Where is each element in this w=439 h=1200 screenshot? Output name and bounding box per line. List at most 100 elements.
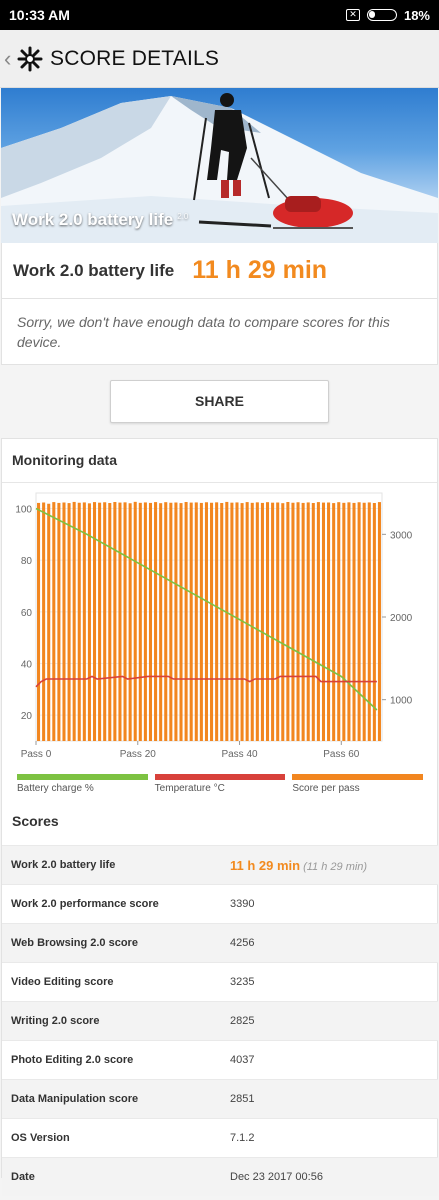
score-bar	[210, 502, 214, 741]
score-bar	[352, 502, 356, 741]
compare-note: Sorry, we don't have enough data to comp…	[1, 298, 438, 365]
score-bar	[194, 502, 198, 741]
score-bar	[77, 502, 81, 741]
score-bar	[347, 502, 351, 741]
score-bar	[235, 502, 239, 741]
score-label: Date	[11, 1171, 35, 1183]
score-bar	[179, 503, 183, 741]
battery-percent: 18%	[403, 7, 430, 23]
app-bar: ‹ SCORE DETAILS	[0, 30, 439, 88]
score-row-video-editing: Video Editing score 3235	[2, 962, 438, 1001]
left-tick-label: 20	[21, 711, 33, 722]
score-value: 2851	[230, 1093, 255, 1105]
x-tick-label: Pass 60	[323, 749, 360, 760]
score-bar	[123, 502, 127, 741]
score-value: 4037	[230, 1054, 255, 1066]
score-bar	[47, 503, 51, 741]
score-bar	[87, 503, 91, 741]
score-bar	[265, 502, 270, 741]
x-tick-label: Pass 20	[120, 749, 157, 760]
score-label: Writing 2.0 score	[11, 1015, 100, 1027]
scores-title: Scores	[12, 813, 59, 829]
score-bar	[159, 503, 163, 741]
page-title: SCORE DETAILS	[50, 46, 220, 70]
status-bar: 10:33 AM ✕ 18%	[0, 0, 439, 30]
hero-caption-text: Work 2.0 battery life	[12, 210, 174, 229]
score-bar	[204, 502, 208, 741]
hero-caption: Work 2.0 battery life 2.0	[12, 210, 188, 230]
score-value: Dec 23 2017 00:56	[230, 1171, 323, 1183]
score-bar	[143, 502, 147, 741]
score-value: 2825	[230, 1015, 255, 1027]
score-bar	[342, 502, 346, 741]
score-row-photo-editing: Photo Editing 2.0 score 4037	[2, 1040, 438, 1079]
left-tick-label: 100	[15, 505, 32, 516]
score-row-performance: Work 2.0 performance score 3390	[2, 884, 438, 923]
x-tick-label: Pass 40	[221, 749, 258, 760]
score-bar	[72, 501, 76, 741]
score-label: Work 2.0 battery life	[11, 859, 116, 871]
right-tick-label: 2000	[390, 613, 413, 624]
score-bar	[362, 502, 366, 741]
score-bar	[98, 502, 102, 741]
score-value: 11 h 29 min (11 h 29 min)	[230, 858, 367, 873]
score-label: Web Browsing 2.0 score	[11, 937, 138, 949]
score-bar	[133, 501, 137, 741]
score-bar	[225, 501, 229, 741]
score-bar	[296, 502, 300, 741]
share-button[interactable]: SHARE	[110, 380, 329, 423]
hero-banner: Work 2.0 battery life 2.0	[1, 88, 438, 243]
score-row-writing: Writing 2.0 score 2825	[2, 1001, 438, 1040]
monitoring-card: Monitoring data 20 40 60 80 100 1000 2000 3000 P…	[1, 438, 438, 1196]
score-bar	[37, 502, 41, 741]
status-icons: ✕ 18%	[345, 7, 430, 23]
legend-item-battery: Battery charge %	[17, 774, 148, 794]
benchmark-logo-icon	[17, 46, 43, 71]
legend-label-temperature: Temperature °C	[154, 783, 225, 794]
temperature-line	[35, 675, 377, 688]
score-bar	[67, 503, 71, 741]
score-bar	[281, 503, 285, 741]
score-label: Photo Editing 2.0 score	[11, 1054, 134, 1066]
score-bar	[62, 502, 66, 741]
score-row-os-version: OS Version 7.1.2	[2, 1118, 438, 1157]
chart-legend: Battery charge % Temperature °C Score pe…	[17, 774, 424, 794]
score-value: 4256	[230, 937, 255, 949]
score-bar	[260, 502, 264, 741]
score-bar	[57, 502, 61, 741]
skier-illustration	[1, 93, 438, 243]
score-value: 7.1.2	[230, 1132, 255, 1144]
score-value: 3390	[230, 898, 255, 910]
score-bar	[286, 502, 290, 741]
right-tick-label: 3000	[390, 530, 413, 541]
score-bar	[291, 502, 295, 741]
legend-swatch-score	[292, 774, 424, 780]
hero-version: 2.0	[177, 212, 189, 221]
score-bar	[128, 503, 132, 741]
score-bar	[357, 502, 361, 741]
score-bar	[169, 502, 173, 741]
score-bar	[367, 502, 371, 741]
x-tick-label: Pass 0	[21, 749, 52, 760]
score-bar	[377, 502, 381, 741]
score-bar	[250, 502, 254, 741]
score-bar	[255, 502, 259, 741]
score-bar	[108, 503, 112, 741]
score-bar	[337, 502, 341, 741]
score-bar	[113, 502, 117, 741]
score-bar	[199, 502, 203, 741]
score-bar	[240, 503, 244, 741]
legend-swatch-temperature	[154, 774, 286, 780]
back-icon[interactable]: ‹	[4, 45, 12, 71]
legend-label-score: Score per pass	[292, 783, 360, 794]
score-bar	[327, 502, 331, 741]
scores-table: Work 2.0 battery life 11 h 29 min (11 h 2…	[2, 845, 438, 1196]
score-bar	[230, 502, 234, 741]
score-bar	[52, 502, 56, 741]
score-bar	[148, 502, 153, 741]
score-bar	[189, 502, 193, 741]
score-label: Data Manipulation score	[11, 1093, 139, 1105]
score-bar	[372, 503, 376, 741]
score-bar	[301, 502, 305, 741]
score-bar	[118, 502, 122, 741]
